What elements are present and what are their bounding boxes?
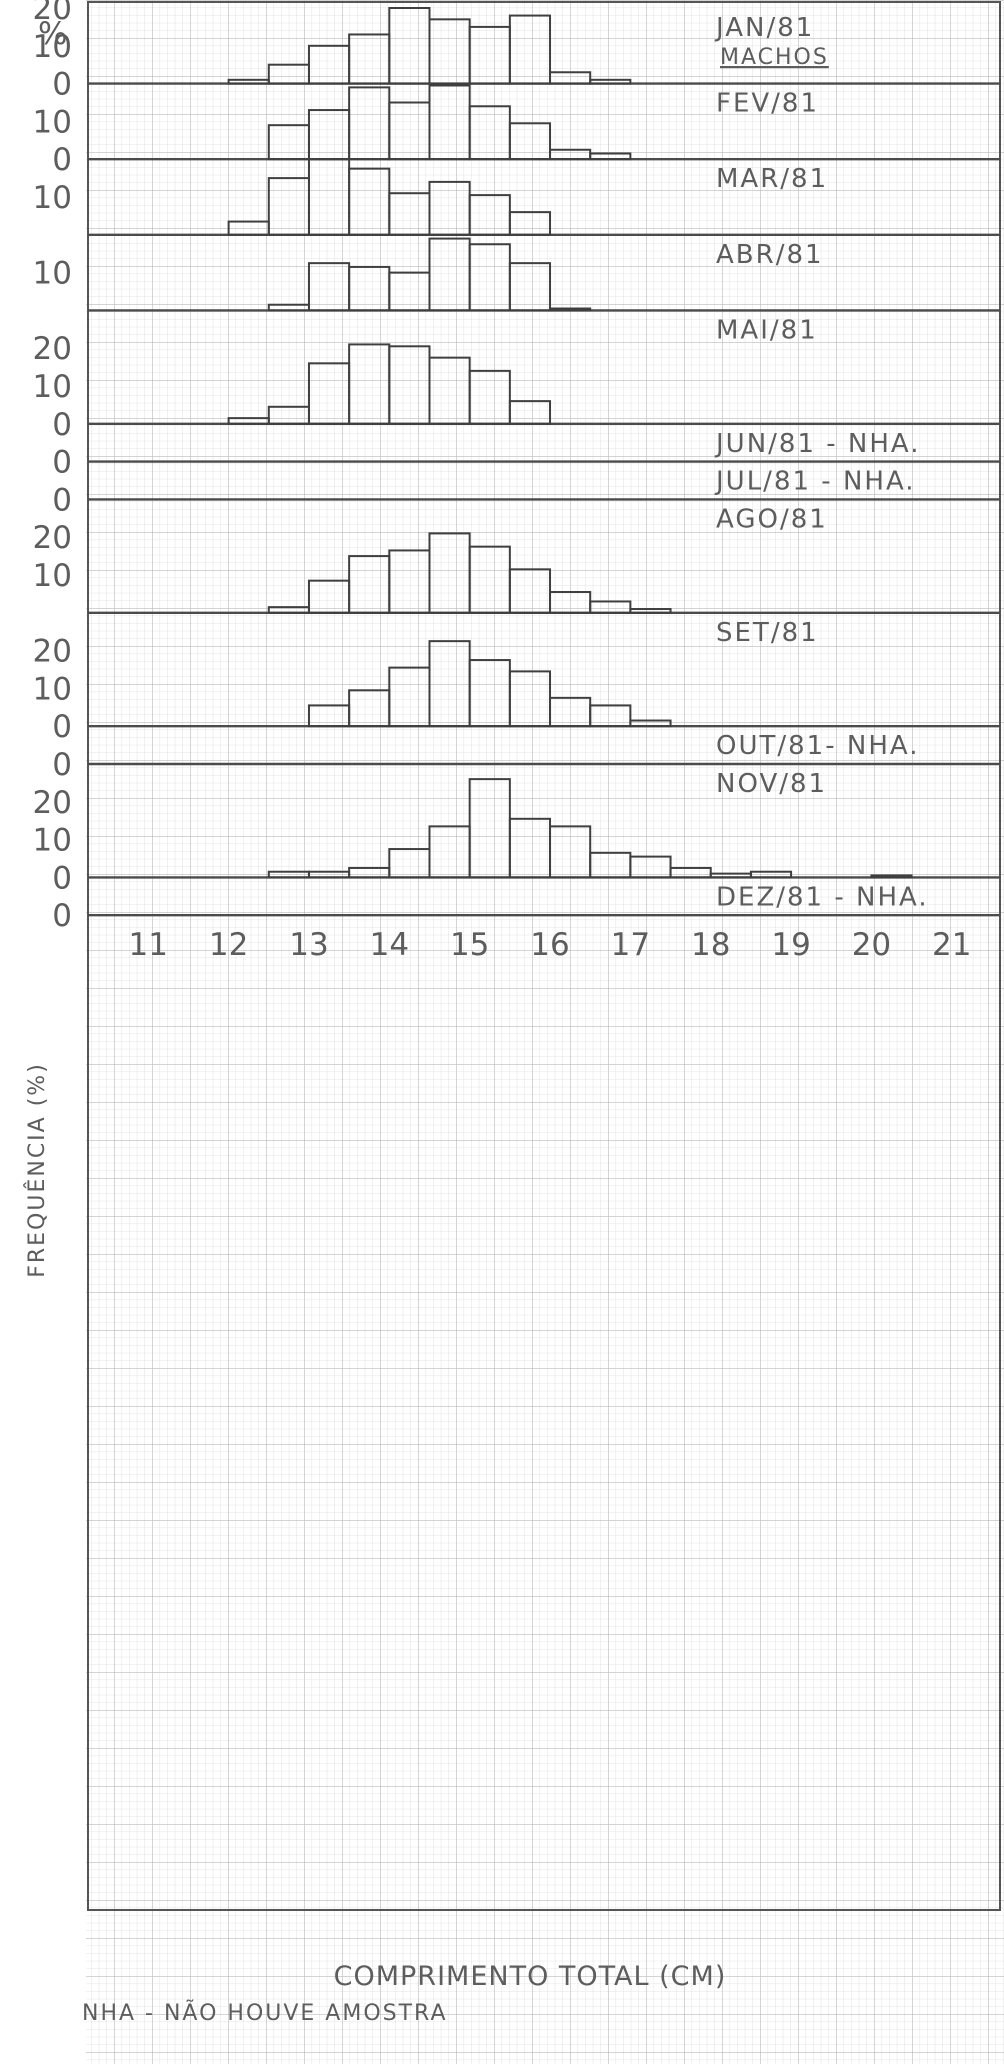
month-label-jul-81-nha: JUL/81 - NHA.: [714, 467, 916, 497]
y-tick-set-81-0: 0: [52, 709, 72, 745]
y-tick-out-81-nha-0: 0: [52, 747, 72, 783]
panel-mai-81: MAI/81: [88, 315, 1000, 425]
x-tick-20: 20: [852, 927, 891, 963]
y-tick-mai-81-20: 20: [33, 331, 72, 367]
y-tick-ago-81-10: 10: [33, 558, 72, 594]
bar-mai-81-15-5: [508, 400, 552, 425]
panel-jun-81-nha: JUN/81 - NHA.: [88, 429, 1000, 463]
y-tick-nov-81-0: 0: [52, 860, 72, 896]
y-tick-set-81-20: 20: [33, 634, 72, 670]
panel-jul-81-nha: JUL/81 - NHA.: [88, 467, 1000, 501]
bar-jan-81-15-5: [508, 14, 552, 85]
y-tick-jan-81-0: 0: [52, 67, 72, 103]
month-label-jun-81-nha: JUN/81 - NHA.: [714, 429, 921, 459]
y-tick-ago-81-20: 20: [33, 520, 72, 556]
y-tick-dez-81-nha-0: 0: [52, 898, 72, 934]
y-tick-abr-81-10: 10: [33, 256, 72, 292]
bar-mar-81-15-5: [508, 211, 552, 236]
month-label-jan-81: JAN/81: [714, 13, 814, 43]
panel-fev-81: FEV/81: [88, 84, 1000, 161]
y-unit-label: %: [38, 16, 67, 52]
panel-dez-81-nha: DEZ/81 - NHA.: [88, 882, 1000, 917]
y-tick-mai-81-0: 0: [52, 407, 72, 443]
bar-nov-81-20: [870, 874, 913, 879]
x-tick-14: 14: [370, 927, 409, 963]
month-label-ago-81: AGO/81: [716, 504, 828, 534]
x-tick-17: 17: [611, 927, 650, 963]
month-label-abr-81: ABR/81: [716, 240, 824, 270]
x-tick-13: 13: [289, 927, 328, 963]
x-tick-18: 18: [691, 927, 730, 963]
bar-jan-81-16-5: [589, 78, 632, 85]
y-tick-nov-81-20: 20: [33, 785, 72, 821]
month-label-mai-81: MAI/81: [716, 315, 818, 345]
x-tick-11: 11: [129, 927, 168, 963]
panel-abr-81: ABR/81: [88, 237, 1000, 312]
x-axis-label: COMPRIMENTO TOTAL (CM): [334, 1961, 727, 1992]
x-tick-16: 16: [530, 927, 569, 963]
x-tick-15: 15: [450, 927, 489, 963]
panel-nov-81: NOV/81: [88, 769, 1000, 879]
bar-ago-81-17: [629, 608, 672, 614]
bar-abr-81-15-5: [508, 262, 552, 312]
month-label-dez-81-nha: DEZ/81 - NHA.: [716, 882, 929, 912]
monthly-histogram-panels: JAN/81 FEV/81 MAR/81 ABR/81 MAI/81 JUN/81 - N…: [88, 7, 1000, 917]
y-tick-jul-81-nha-0: 0: [52, 482, 72, 518]
y-tick-fev-81-10: 10: [33, 104, 72, 140]
bar-fev-81-15-5: [508, 122, 552, 161]
month-label-mar-81: MAR/81: [716, 164, 828, 194]
y-tick-jan-81-10: 10: [33, 29, 72, 65]
nha-footnote: NHA - NÃO HOUVE AMOSTRA: [82, 1999, 448, 2026]
bar-mai-81-15: [468, 369, 511, 425]
y-tick-mar-81-10: 10: [33, 180, 72, 216]
y-tick-jun-81-nha-0: 0: [52, 445, 72, 481]
plot-frame: [87, 1, 1001, 1911]
panel-jan-81: JAN/81: [88, 7, 1000, 85]
x-tick-12: 12: [209, 927, 248, 963]
month-label-nov-81: NOV/81: [716, 769, 827, 799]
bar-set-81-17: [629, 719, 672, 728]
month-label-out-81-nha: OUT/81- NHA.: [716, 731, 919, 761]
bar-ago-81-16-5: [589, 600, 632, 614]
graph-paper-major-grid: [86, 0, 1004, 2064]
panel-mar-81: MAR/81: [88, 158, 1000, 237]
panel-set-81: SET/81: [88, 618, 1000, 728]
header-machos: MACHOS: [720, 45, 829, 70]
panel-ago-81: AGO/81: [88, 504, 1000, 614]
y-tick-set-81-10: 10: [33, 671, 72, 707]
panel-out-81-nha: OUT/81- NHA.: [88, 731, 1000, 766]
bar-set-81-16-5: [589, 704, 632, 728]
y-tick-nov-81-10: 10: [33, 823, 72, 859]
month-label-fev-81: FEV/81: [716, 89, 819, 119]
y-axis-label: FREQUÊNCIA (%): [24, 1062, 50, 1278]
y-tick-jan-81-20: 20: [33, 0, 72, 27]
bar-nov-81-18-5: [749, 870, 793, 879]
x-tick-labels: 11 12 13 14 15 16 17 18 19 20 21: [129, 927, 972, 963]
y-tick-fev-81-0: 0: [52, 142, 72, 178]
bar-fev-81-16-5: [589, 152, 632, 161]
bar-abr-81-16: [549, 307, 592, 312]
month-label-set-81: SET/81: [716, 618, 819, 648]
x-tick-19: 19: [771, 927, 810, 963]
x-tick-21: 21: [932, 927, 971, 963]
y-tick-mai-81-10: 10: [33, 369, 72, 405]
bar-jan-81-16: [549, 71, 592, 85]
